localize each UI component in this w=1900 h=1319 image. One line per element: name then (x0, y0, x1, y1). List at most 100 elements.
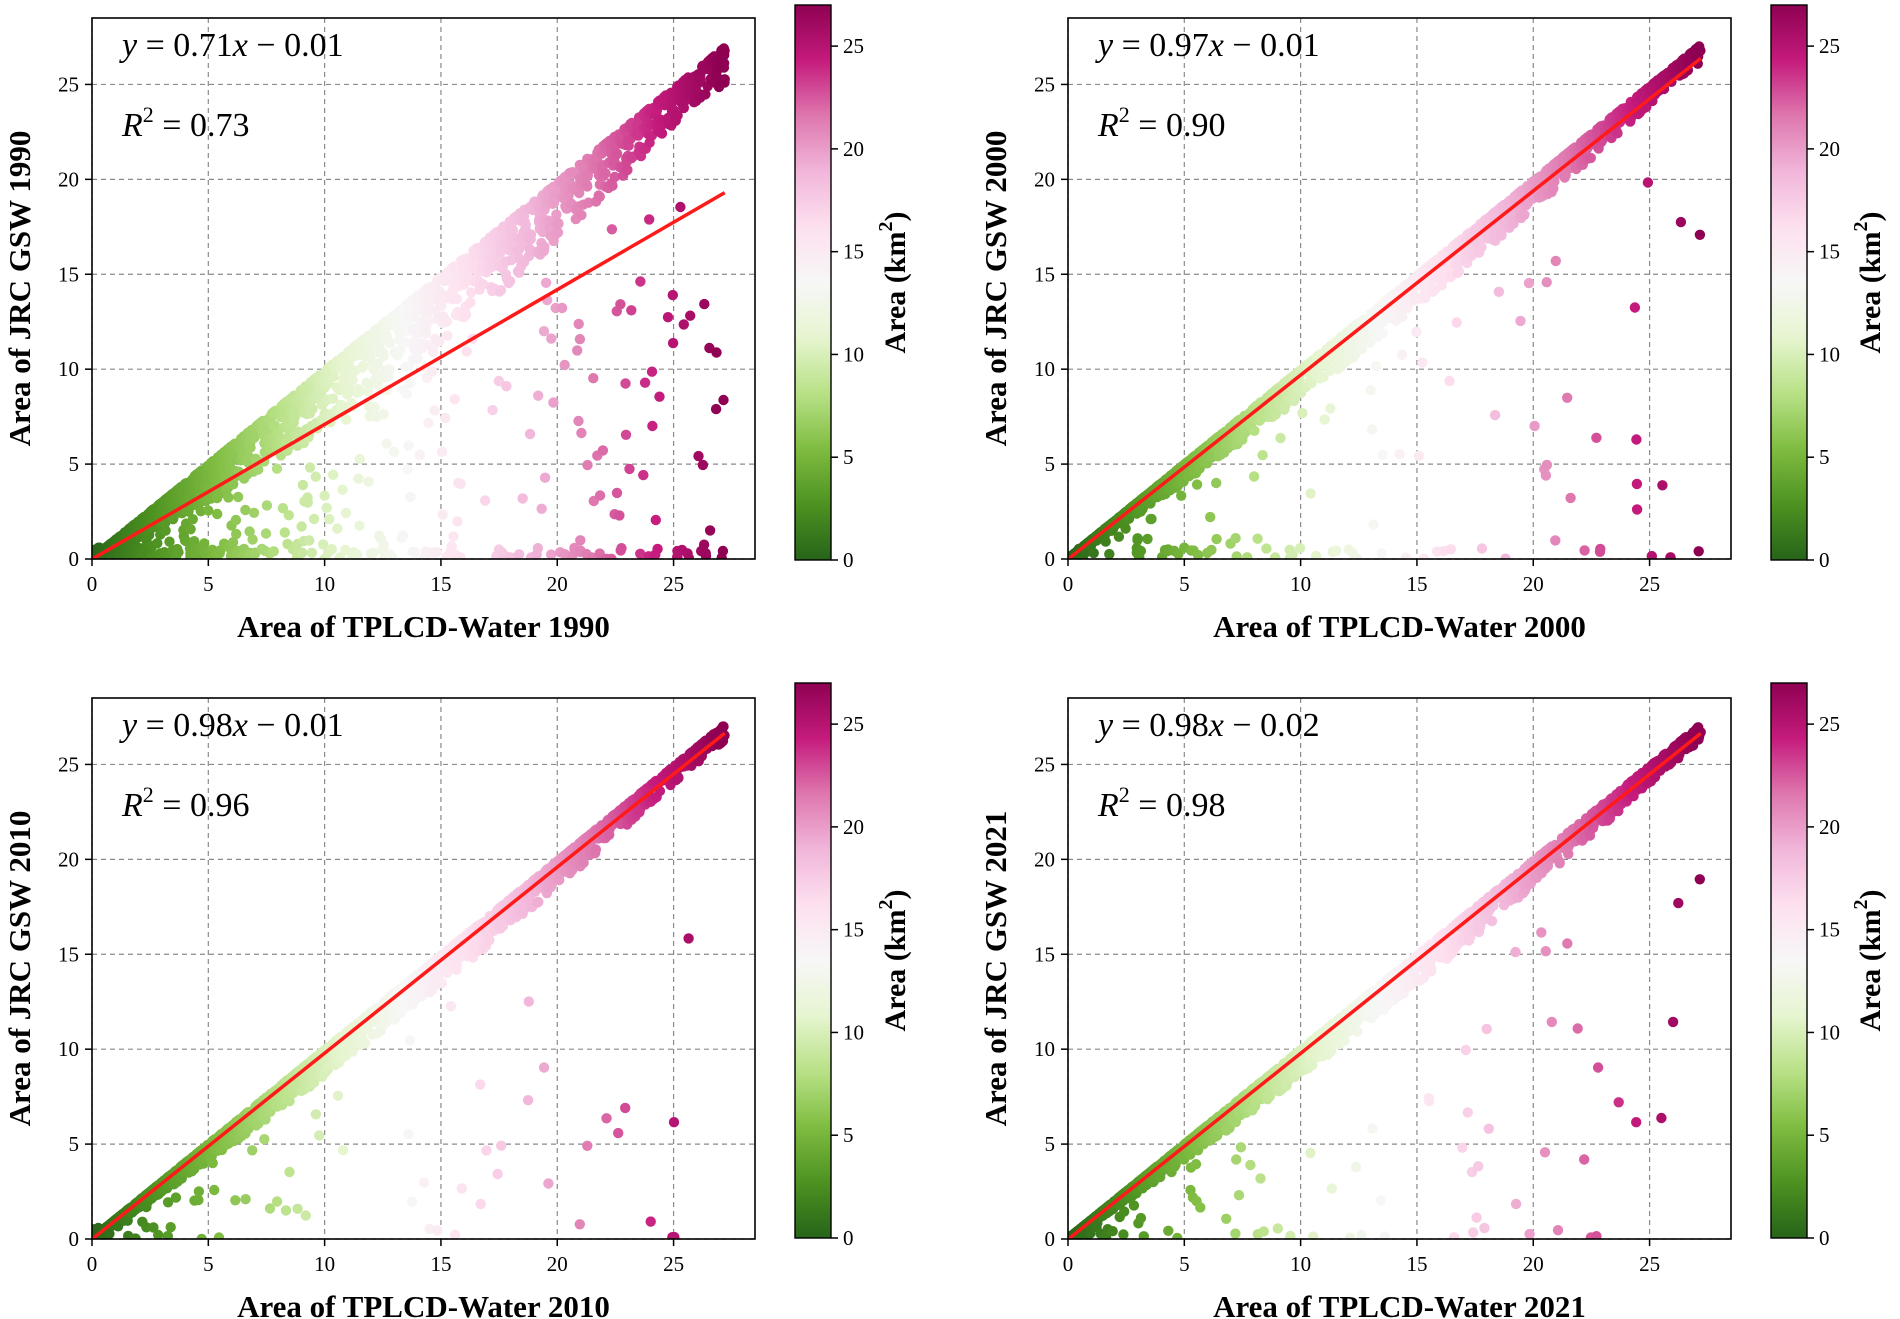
scatter-point (1675, 216, 1687, 228)
scatter-point (1257, 450, 1268, 461)
scatter-point (433, 336, 445, 347)
regression-line (92, 191, 726, 559)
scatter-point (700, 550, 712, 559)
scatter-point (227, 537, 239, 548)
scatter-point (363, 476, 374, 487)
scatter-point (719, 74, 730, 85)
scatter-point (271, 463, 283, 474)
scatter-point (1694, 229, 1706, 240)
scatter-point (436, 300, 447, 312)
scatter-point (699, 298, 710, 310)
scatter-point (409, 547, 421, 558)
scatter-point (710, 403, 722, 415)
scatter-point (193, 1186, 205, 1197)
y-tick-label: 10 (58, 357, 79, 381)
scatter-point (1550, 255, 1562, 267)
scatter-point (1453, 266, 1465, 277)
scatter-point (539, 472, 551, 483)
scatter-point (199, 538, 210, 549)
scatter-point (1444, 375, 1455, 387)
scatter-point (638, 469, 649, 481)
scatter-point (647, 420, 658, 432)
scatter-point (1394, 448, 1405, 460)
scatter-point (718, 394, 729, 406)
scatter-point (1612, 128, 1623, 139)
scatter-point (332, 523, 343, 534)
scatter-point (538, 326, 550, 337)
scatter-point (606, 553, 617, 559)
scatter-point (546, 549, 557, 559)
scatter-point (196, 1233, 207, 1239)
scatter-point (548, 397, 559, 408)
scatter-point (378, 540, 390, 551)
x-tick-label: 25 (663, 572, 684, 596)
scatter-point (582, 459, 593, 471)
scatter-point (279, 527, 290, 538)
scatter-point (367, 547, 379, 559)
scatter-point (556, 302, 568, 314)
scatter-point (586, 552, 597, 559)
r-squared: R2 = 0.90 (1097, 102, 1225, 144)
colorbar-tick-label: 0 (843, 548, 854, 572)
scatter-point (1631, 434, 1642, 445)
scatter-point (507, 224, 519, 236)
plot-frame (91, 17, 756, 560)
scatter-point (231, 528, 242, 540)
scatter-point (384, 337, 396, 349)
scatter-point (1397, 311, 1408, 322)
y-tick-label: 25 (58, 72, 79, 96)
scatter-point (152, 538, 163, 549)
scatter-point (551, 209, 562, 220)
scatter-point (173, 547, 184, 558)
scatter-point (160, 525, 171, 536)
x-axis-title: Area of TPLCD-Water 1990 (237, 609, 610, 644)
scatter-point (493, 375, 505, 387)
scatter-point (540, 277, 552, 288)
scatter-point (400, 337, 411, 348)
scatter-point (711, 347, 722, 358)
scatter-point (525, 229, 537, 240)
scatter-point (582, 181, 593, 192)
x-tick-label: 25 (1639, 572, 1660, 596)
scatter-point (466, 287, 477, 298)
colorbar-tick-label: 5 (1819, 445, 1830, 469)
scatter-point (164, 536, 175, 547)
scatter-point (412, 352, 423, 364)
scatter-point (244, 526, 255, 537)
scatter-point (249, 432, 260, 443)
colorbar-tick-label: 20 (1819, 137, 1840, 161)
x-tick-label: 20 (547, 572, 568, 596)
y-tick-label: 25 (1034, 72, 1055, 96)
scatter-point (1252, 533, 1263, 544)
scatter-point (358, 360, 369, 372)
x-tick-label: 10 (314, 572, 335, 596)
scatter-point (397, 530, 409, 541)
scatter-point (185, 524, 196, 535)
scatter-point (1396, 349, 1408, 360)
scatter-point (354, 520, 365, 531)
scatter-point (1366, 424, 1378, 435)
scatter-point (607, 180, 618, 191)
scatter-point (297, 479, 309, 491)
scatter-point (1591, 432, 1602, 443)
scatter-point (536, 503, 547, 514)
scatter-point (1287, 549, 1298, 559)
scatter-point (533, 390, 544, 401)
scatter-point (662, 312, 674, 323)
scatter-point (170, 1192, 182, 1203)
scatter-point (576, 209, 587, 221)
scatter-point (369, 402, 380, 413)
scatter-point (347, 374, 358, 386)
scatter-point (1325, 403, 1336, 414)
scatter-point (552, 227, 564, 238)
scatter-point (1541, 459, 1553, 471)
scatter-point (410, 311, 421, 323)
scatter-point (455, 478, 466, 489)
colorbar-tick-label: 25 (843, 34, 864, 58)
scatter-point (148, 1222, 159, 1233)
scatter-point (1550, 535, 1561, 546)
scatter-point (1275, 432, 1286, 444)
scatter-point (327, 469, 339, 480)
scatter-point (1496, 226, 1507, 238)
scatter-point (423, 417, 434, 429)
